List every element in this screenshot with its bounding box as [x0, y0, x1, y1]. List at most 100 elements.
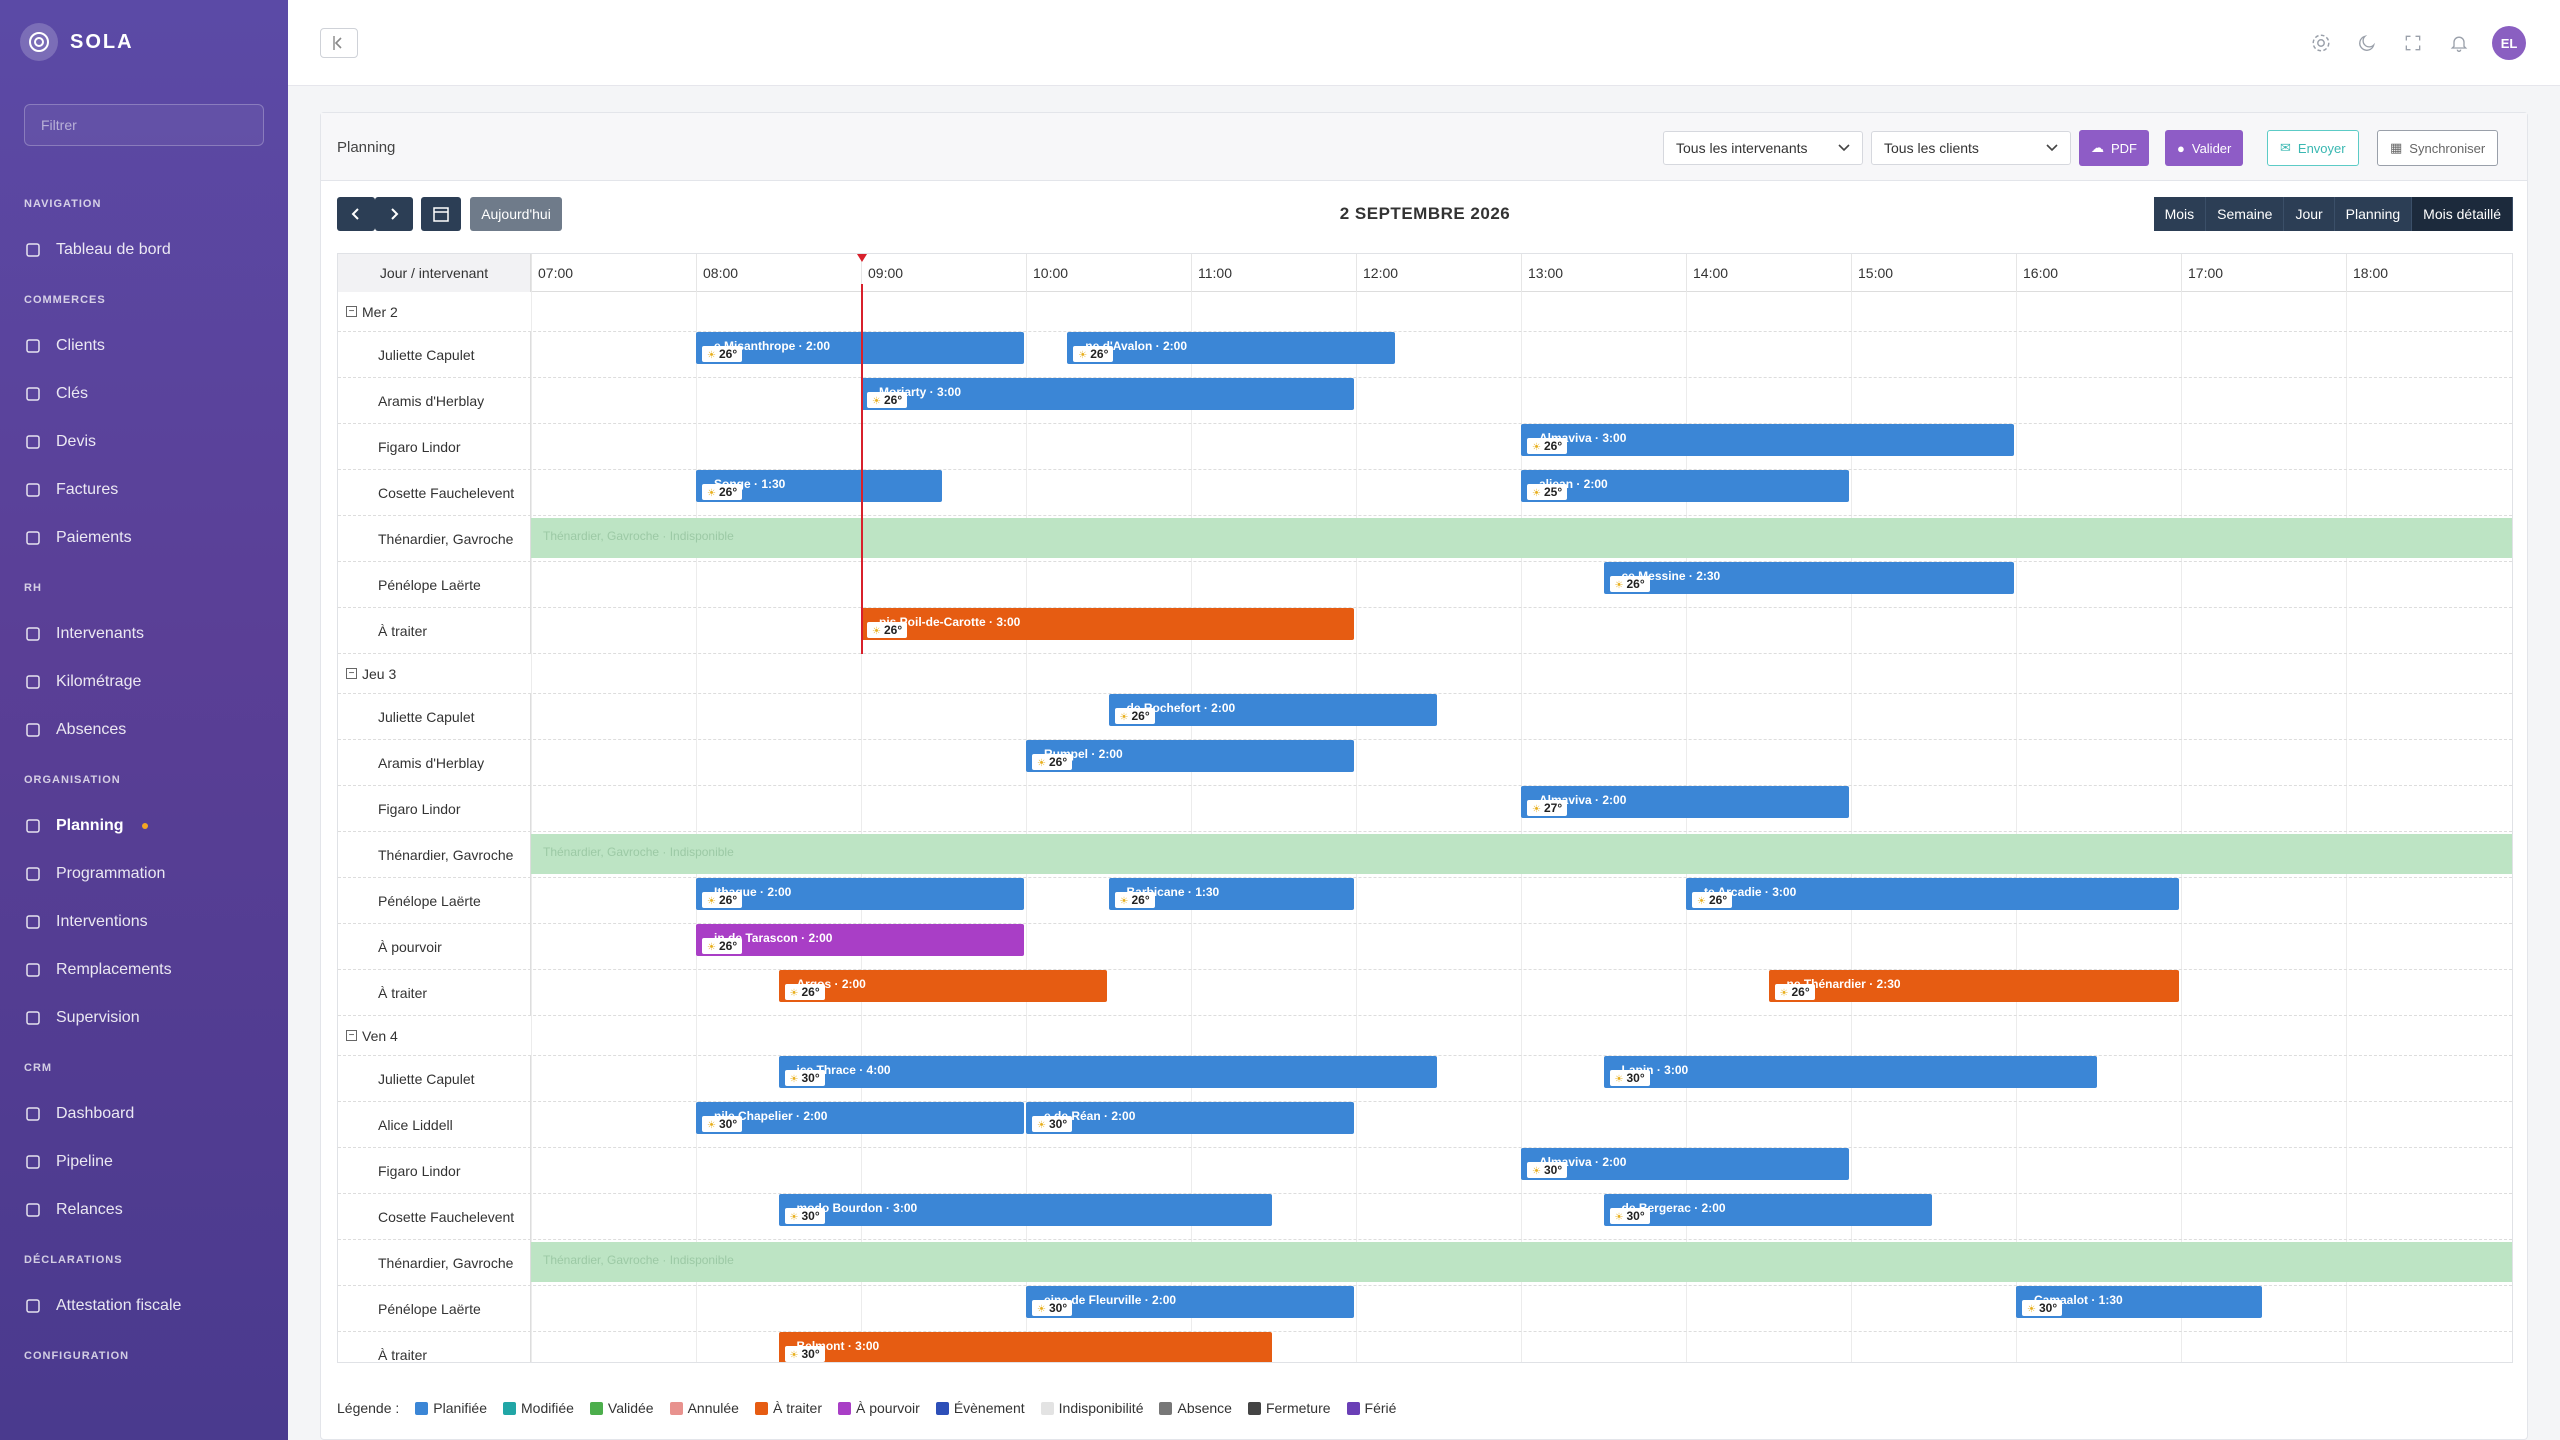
sun-icon: ☀: [1119, 712, 1129, 723]
today-button[interactable]: Aujourd'hui: [470, 197, 562, 231]
hour-gridline: [1686, 292, 1687, 1362]
collapse-sidebar-button[interactable]: [320, 28, 358, 58]
view-button-semaine[interactable]: Semaine: [2206, 197, 2285, 231]
sidebar-filter-input[interactable]: [24, 104, 264, 146]
next-button[interactable]: [375, 197, 413, 231]
weather-badge: ☀ 26°: [1073, 346, 1114, 362]
planning-event[interactable]: in de Tarascon · 2:00 ☀ 26°: [696, 924, 1024, 956]
planning-event[interactable]: Almaviva · 3:00 ☀ 26°: [1521, 424, 2014, 456]
planning-event[interactable]: Lapin · 3:00 ☀ 30°: [1603, 1056, 2097, 1088]
planning-event[interactable]: Rumpel · 2:00 ☀ 26°: [1026, 740, 1354, 772]
intervenant-row: Cosette Fauchelevent Songe · 1:30 ☀ 26° alje…: [338, 470, 2512, 516]
planning-event[interactable]: Almaviva · 2:00 ☀ 27°: [1521, 786, 1849, 818]
sidebar-item-absences[interactable]: Absences: [0, 706, 288, 754]
legend-swatch: [838, 1401, 851, 1415]
planning-event[interactable]: Almaviva · 2:00 ☀ 30°: [1521, 1148, 1849, 1180]
sun-icon: ☀: [707, 1120, 716, 1131]
legend-swatch: [589, 1401, 603, 1415]
intervenant-row: À traiter pis Poil-de-Carotte · 3:00 ☀ 26°: [338, 608, 2512, 654]
planning-event[interactable]: modo Bourdon · 3:00 ☀ 30°: [778, 1194, 1272, 1226]
logo-icon: [20, 23, 58, 61]
planning-event[interactable]: ne Thénardier · 2:30 ☀ 26°: [1768, 970, 2179, 1002]
planning-event[interactable]: nile Chapelier · 2:00 ☀ 30°: [696, 1102, 1024, 1134]
sidebar-item-dashboard[interactable]: Dashboard: [0, 1090, 288, 1138]
sun-icon: ☀: [2027, 1304, 2036, 1315]
view-button-mois[interactable]: Mois: [2153, 197, 2207, 231]
planning-event[interactable]: Songe · 1:30 ☀ 26°: [696, 470, 942, 502]
bell-icon[interactable]: [2446, 30, 2472, 56]
moon-icon[interactable]: [2354, 30, 2380, 56]
sidebar-item-remplacements[interactable]: Remplacements: [0, 946, 288, 994]
intervenant-row: Cosette Fauchelevent modo Bourdon · 3:00 ☀…: [338, 1194, 2512, 1240]
gear-icon[interactable]: [2308, 30, 2334, 56]
sidebar-item-kilom-trage[interactable]: Kilométrage: [0, 658, 288, 706]
envoyer-button[interactable]: ✉ Envoyer: [2267, 130, 2359, 166]
intervenant-select[interactable]: Tous les intervenants: [1663, 131, 1863, 165]
panel-title: Planning: [337, 139, 396, 156]
intervenant-row: À pourvoir in de Tarascon · 2:00 ☀ 26°: [338, 924, 2512, 970]
view-button-jour[interactable]: Jour: [2284, 197, 2335, 231]
planning-event[interactable]: ce Messine · 2:30 ☀ 26°: [1603, 562, 2014, 594]
intervenant-name: Aramis d'Herblay: [338, 378, 531, 423]
planning-event[interactable]: Camaalot · 1:30 ☀ 30°: [2016, 1286, 2262, 1318]
date-title: 2 SEPTEMBRE 2026: [1339, 204, 1511, 223]
prev-button[interactable]: [337, 197, 375, 231]
sidebar-item-cl-s[interactable]: Clés: [0, 370, 288, 418]
nav-section-title: DÉCLARATIONS: [24, 1254, 123, 1266]
intervenant-row: Juliette Capulet e Misanthrope · 2:00 ☀ 26°…: [338, 332, 2512, 378]
planning-event[interactable]: de Bergerac · 2:00 ☀ 30°: [1603, 1194, 1932, 1226]
sidebar-item-attestation-fiscale[interactable]: Attestation fiscale: [0, 1282, 288, 1330]
app-logo[interactable]: SOLA: [20, 22, 134, 62]
planning-event[interactable]: e de Réan · 2:00 ☀ 30°: [1026, 1102, 1354, 1134]
unavailability-band[interactable]: Thénardier, Gavroche · Indisponible: [531, 518, 2512, 558]
valider-button[interactable]: ● Valider: [2165, 130, 2244, 166]
intervenant-name: Pénélope Laërte: [338, 878, 531, 923]
sidebar-item-intervenants[interactable]: Intervenants: [0, 610, 288, 658]
sidebar-item-supervision[interactable]: Supervision: [0, 994, 288, 1042]
legend-item: Annulée: [669, 1400, 739, 1416]
unavailability-band[interactable]: Thénardier, Gavroche · Indisponible: [531, 1242, 2512, 1282]
planning-event[interactable]: Belmont · 3:00 ☀ 30°: [778, 1332, 1272, 1362]
unavailability-band[interactable]: Thénardier, Gavroche · Indisponible: [531, 834, 2512, 874]
nav-section-title: RH: [24, 582, 42, 594]
planning-event[interactable]: te Arcadie · 3:00 ☀ 26°: [1686, 878, 2179, 910]
date-picker-button[interactable]: [421, 197, 461, 231]
planning-event[interactable]: pis Poil-de-Carotte · 3:00 ☀ 26°: [861, 608, 1354, 640]
intervenant-name: Figaro Lindor: [338, 424, 531, 469]
planning-event[interactable]: Ithaque · 2:00 ☀ 26°: [696, 878, 1024, 910]
planning-event[interactable]: eine de Fleurville · 2:00 ☀ 30°: [1026, 1286, 1354, 1318]
day-group-toggle[interactable]: − Mer 2: [346, 292, 398, 331]
sidebar-item-tableau-de-bord[interactable]: Tableau de bord: [0, 226, 288, 274]
sidebar-item-programmation[interactable]: Programmation: [0, 850, 288, 898]
planning-event[interactable]: de Rochefort · 2:00 ☀ 26°: [1108, 694, 1437, 726]
day-group-toggle[interactable]: − Ven 4: [346, 1016, 398, 1055]
intervenant-name: Figaro Lindor: [338, 1148, 531, 1193]
synchroniser-button[interactable]: ▦ Synchroniser: [2377, 130, 2499, 166]
clock-icon: [24, 913, 42, 931]
sidebar-item-clients[interactable]: Clients: [0, 322, 288, 370]
planning-event[interactable]: aljean · 2:00 ☀ 25°: [1521, 470, 1849, 502]
file-icon: [24, 433, 42, 451]
sidebar-item-pipeline[interactable]: Pipeline: [0, 1138, 288, 1186]
planning-event[interactable]: e Misanthrope · 2:00 ☀ 26°: [696, 332, 1024, 364]
intervenant-name: Alice Liddell: [338, 1102, 531, 1147]
sidebar-item-interventions[interactable]: Interventions: [0, 898, 288, 946]
planning-event[interactable]: Argos · 2:00 ☀ 26°: [778, 970, 1107, 1002]
view-button-planning[interactable]: Planning: [2334, 197, 2413, 231]
fullscreen-icon[interactable]: [2400, 30, 2426, 56]
pdf-button[interactable]: ☁ PDF: [2079, 130, 2149, 166]
planning-event[interactable]: Barbicane · 1:30 ☀ 26°: [1108, 878, 1354, 910]
sidebar-item-relances[interactable]: Relances: [0, 1186, 288, 1234]
sidebar-item-devis[interactable]: Devis: [0, 418, 288, 466]
sidebar-item-factures[interactable]: Factures: [0, 466, 288, 514]
day-group-toggle[interactable]: − Jeu 3: [346, 654, 396, 693]
planning-event[interactable]: ne d'Avalon · 2:00 ☀ 26°: [1067, 332, 1396, 364]
sidebar-item-planning[interactable]: Planning: [0, 802, 288, 850]
client-select[interactable]: Tous les clients: [1871, 131, 2071, 165]
sidebar-item-paiements[interactable]: Paiements: [0, 514, 288, 562]
planning-event[interactable]: Moriarty · 3:00 ☀ 26°: [861, 378, 1354, 410]
planning-event[interactable]: ice Thrace · 4:00 ☀ 30°: [778, 1056, 1437, 1088]
user-avatar[interactable]: EL: [2492, 26, 2526, 60]
view-button-mois-d-taill-[interactable]: Mois détaillé: [2412, 197, 2513, 231]
weather-badge: ☀ 26°: [702, 346, 743, 362]
